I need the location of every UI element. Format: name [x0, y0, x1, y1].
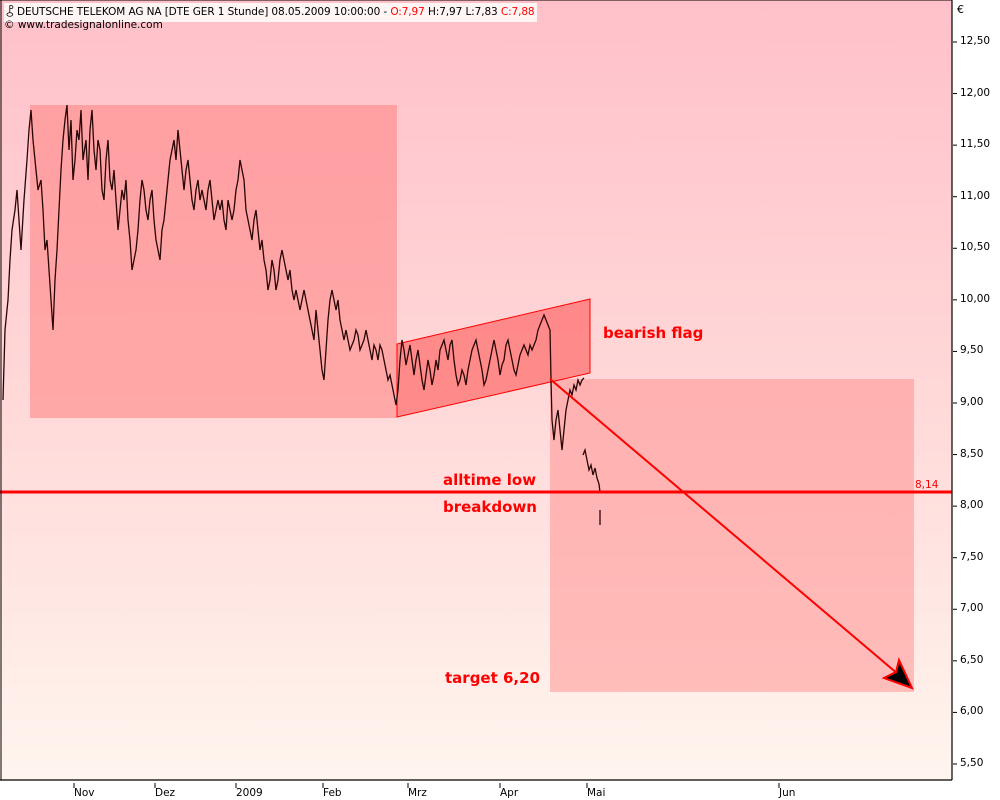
y-tick-label: 6,50 [960, 653, 984, 666]
y-tick-label: 8,50 [960, 447, 984, 460]
y-tick-label: 7,50 [960, 550, 984, 563]
y-tick-label: 12,00 [960, 86, 991, 99]
y-tick-label: 7,00 [960, 602, 984, 615]
x-tick-label: Dez [155, 787, 176, 799]
bearish-flag-label: bearish flag [603, 324, 704, 342]
target-label: target 6,20 [445, 669, 541, 687]
chart-header: ⯛ DEUTSCHE TELEKOM AG NA [DTE GER 1 Stun… [4, 3, 537, 22]
x-tick-label: Feb [323, 787, 342, 799]
open-value: O:7,97 [390, 6, 425, 18]
price-line-recent [582, 447, 601, 493]
arrow-head-icon [881, 657, 914, 690]
y-tick-label: 6,00 [960, 705, 984, 718]
x-tick-label: Mai [587, 787, 606, 799]
x-tick-label: Apr [500, 787, 519, 799]
y-tick-label: 12,50 [960, 35, 991, 47]
copyright-label: © www.tradesignalonline.com [4, 19, 163, 31]
alltime-low-value: 8,14 [915, 479, 939, 491]
y-tick-label: 10,00 [960, 292, 991, 305]
instrument-label: DEUTSCHE TELEKOM AG NA [DTE GER 1 Stunde… [16, 6, 391, 18]
x-tick-label: Nov [74, 787, 95, 799]
range-box [30, 105, 397, 418]
target-arrow-line [549, 378, 906, 681]
y-tick-label: 11,50 [960, 138, 991, 151]
x-tick-label: Jun [779, 787, 796, 799]
y-tick-label: 5,50 [960, 756, 984, 769]
close-value: C:7,88 [500, 6, 535, 18]
x-tick-label: 2009 [236, 787, 263, 799]
candlestick-icon: ⯛ [6, 5, 14, 18]
y-tick-label: 9,50 [960, 344, 984, 357]
x-tick-label: Mrz [408, 787, 427, 799]
y-tick-label: 9,00 [960, 395, 984, 408]
high-value: H:7,97 [427, 6, 463, 18]
price-line [2, 104, 585, 451]
breakdown-label: breakdown [443, 498, 537, 516]
y-tick-label: 10,50 [960, 241, 991, 254]
alltime-low-label: alltime low [443, 471, 537, 489]
y-tick-label: 11,00 [960, 189, 991, 202]
y-tick-label: 8,00 [960, 499, 984, 512]
currency-label: € [957, 3, 964, 16]
low-value: L:7,83 [465, 6, 498, 18]
